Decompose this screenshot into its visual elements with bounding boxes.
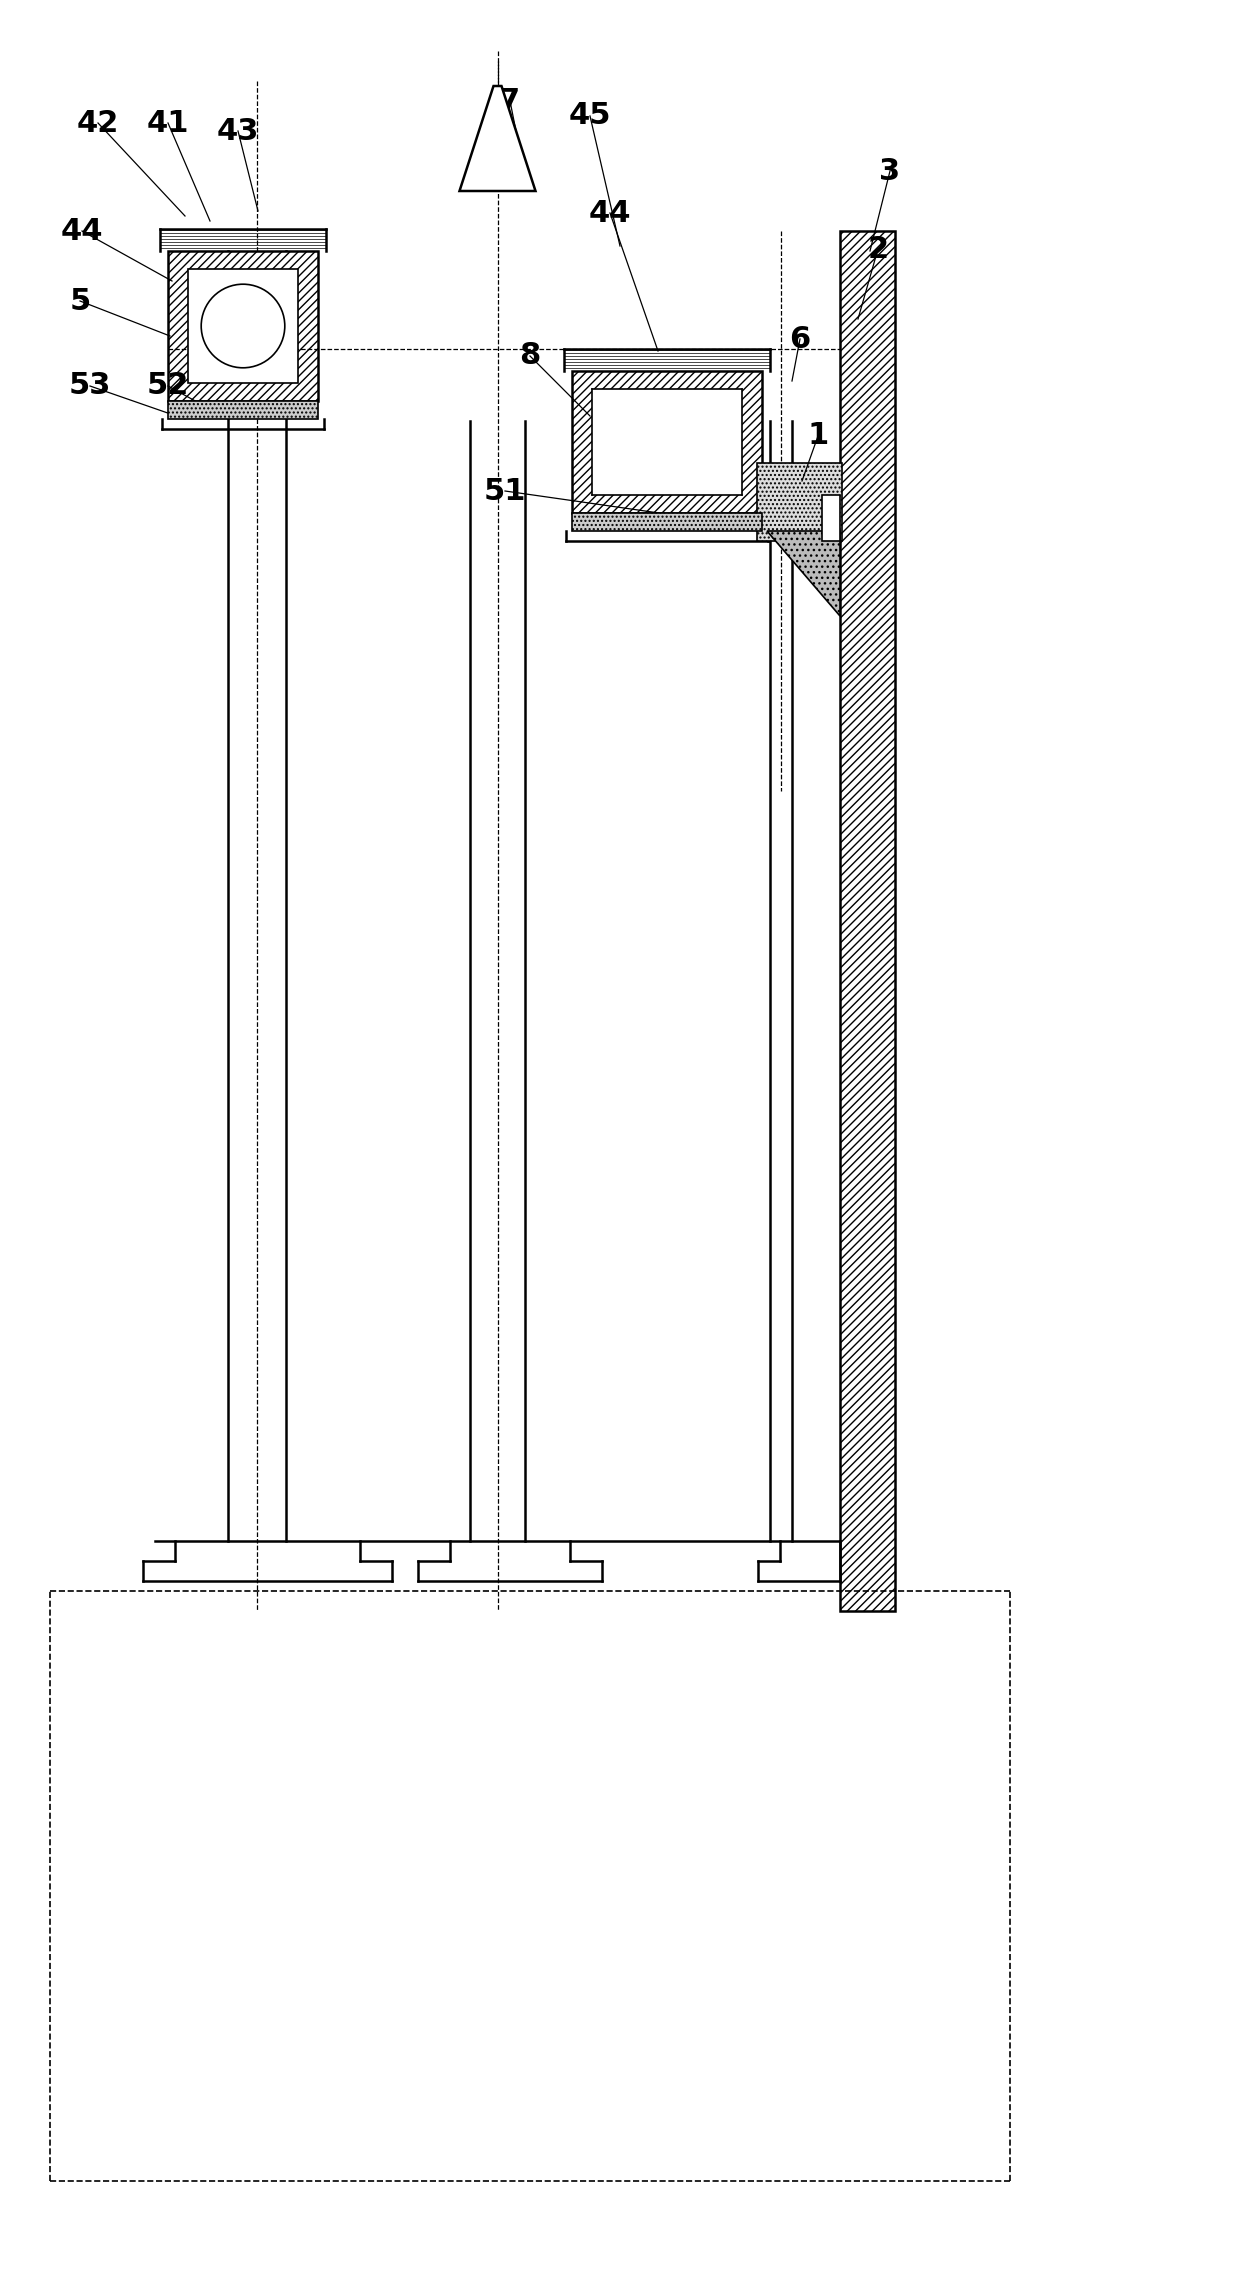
Bar — [572, 513, 763, 532]
Bar — [839, 231, 895, 1611]
Bar — [188, 268, 298, 383]
Bar — [591, 389, 742, 495]
Text: 44: 44 — [61, 218, 103, 245]
Text: 1: 1 — [807, 422, 828, 451]
Text: 5: 5 — [69, 286, 91, 316]
Text: 7: 7 — [500, 87, 521, 115]
Text: 8: 8 — [520, 341, 541, 371]
Text: 3: 3 — [879, 156, 900, 186]
Text: 41: 41 — [146, 108, 190, 137]
Bar — [572, 371, 763, 513]
Text: 44: 44 — [589, 199, 631, 227]
Text: 45: 45 — [569, 101, 611, 131]
Bar — [167, 401, 317, 419]
Polygon shape — [768, 532, 839, 616]
Text: 53: 53 — [68, 371, 112, 401]
Bar — [167, 252, 317, 401]
Text: 43: 43 — [217, 117, 259, 147]
Bar — [756, 463, 842, 541]
Text: 42: 42 — [77, 108, 119, 137]
Bar — [822, 495, 839, 541]
Polygon shape — [460, 87, 536, 190]
Text: 51: 51 — [484, 477, 526, 506]
Text: 6: 6 — [790, 325, 811, 353]
Text: 52: 52 — [146, 371, 190, 401]
Text: 2: 2 — [868, 234, 889, 263]
